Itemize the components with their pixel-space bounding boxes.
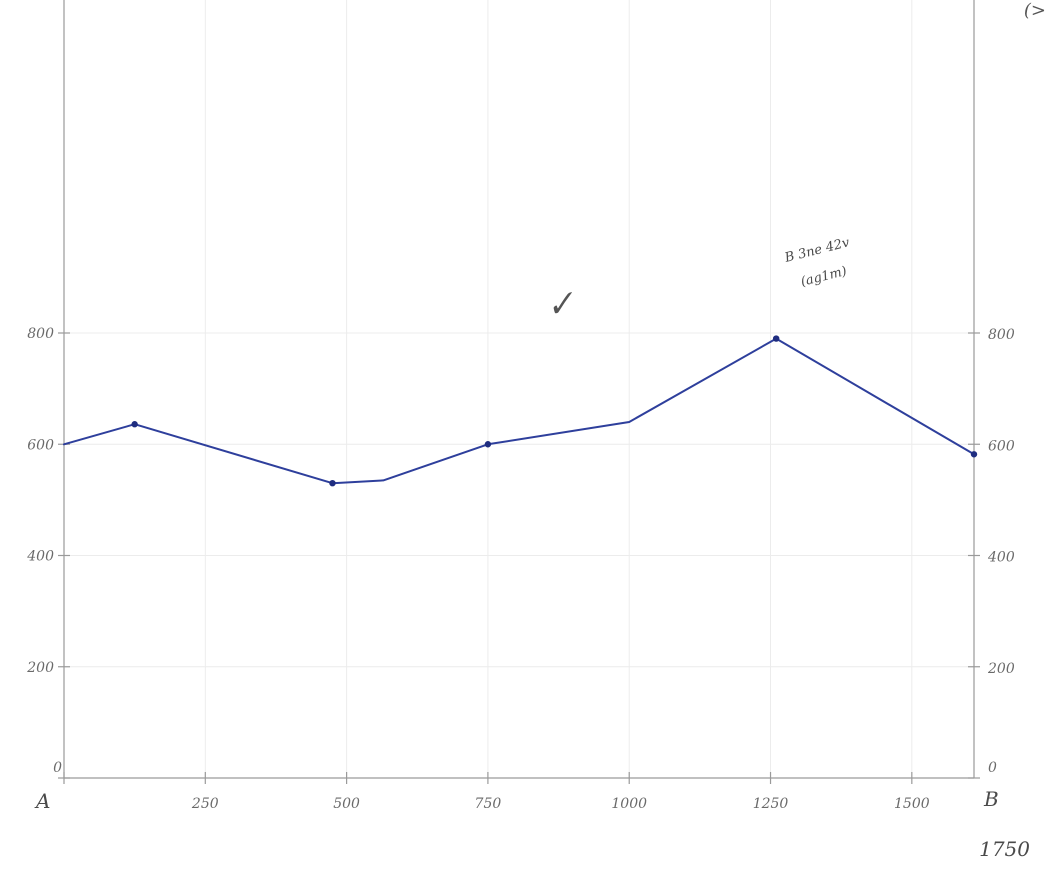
start-point-label: A	[34, 789, 50, 813]
x-tick-label: 1000	[611, 796, 647, 812]
data-point	[131, 421, 138, 428]
data-points	[131, 335, 978, 487]
data-point	[772, 335, 780, 342]
peak-annotation-line1: B 3ne 42v	[782, 235, 851, 266]
data-point	[970, 451, 978, 458]
y-left-tick-label: 800	[27, 326, 54, 342]
x-tick-label: 1500	[894, 796, 930, 812]
y-right-tick-label: 200	[987, 661, 1015, 677]
elevation-profile-line	[63, 337, 975, 485]
tick-labels: 250 500 750 1000 1250 1500 0 200 400 600 800 0 200 40…	[26, 326, 1015, 812]
end-point-label: B	[983, 787, 999, 811]
y-right-tick-label: 800	[988, 327, 1015, 343]
x-tick-label: 1250	[753, 796, 789, 812]
x-tick-label: 250	[191, 796, 219, 812]
x-tick-label: 750	[475, 796, 502, 812]
y-right-tick-label: 600	[988, 438, 1015, 454]
grid	[63, 0, 974, 779]
corner-mark: (>	[1024, 0, 1046, 21]
data-point	[329, 479, 336, 487]
end-distance-label: 1750	[979, 837, 1030, 861]
tick-marks	[58, 332, 980, 784]
data-point	[484, 441, 492, 448]
y-right-tick-label: 400	[987, 550, 1015, 566]
check-mark: ✓	[543, 283, 578, 327]
y-left-tick-label: 200	[26, 660, 54, 676]
y-left-tick-label: 400	[26, 549, 54, 565]
y-left-tick-label: 0	[53, 760, 62, 776]
y-left-tick-label: 600	[27, 437, 54, 453]
y-right-tick-label: 0	[988, 760, 997, 776]
x-tick-label: 500	[333, 796, 360, 812]
peak-annotation-line2: (ag1m)	[799, 264, 848, 290]
